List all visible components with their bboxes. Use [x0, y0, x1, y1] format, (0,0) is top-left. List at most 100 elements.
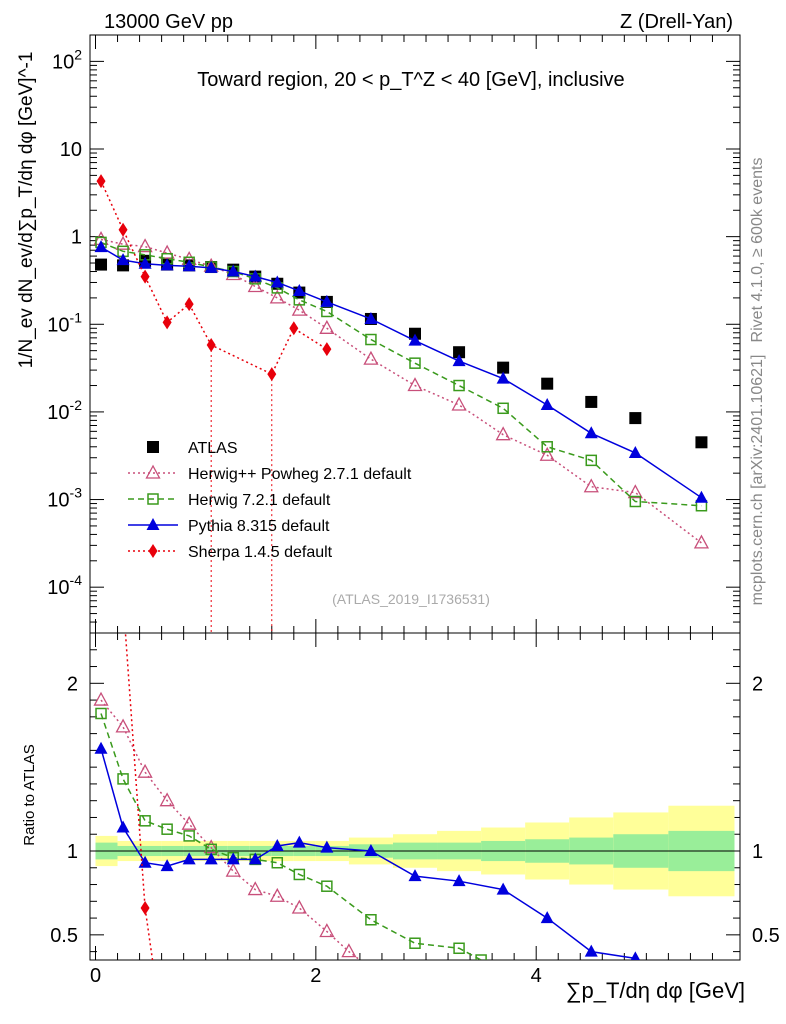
ratio-data-point: [453, 942, 465, 955]
legend-marker: [148, 544, 158, 558]
data-point: [269, 289, 285, 304]
ratio-data-point: [183, 830, 195, 842]
data-point: [96, 174, 106, 189]
main-y-tick-label: 10-1: [47, 309, 82, 336]
ratio-data-point: [365, 914, 377, 926]
data-point: [693, 534, 710, 549]
legend-entry: Herwig 7.2.1 default: [128, 492, 331, 509]
ratio-data-point: [140, 901, 150, 916]
header-energy-label: 13000 GeV pp: [104, 11, 233, 33]
main-y-tick-label: 102: [52, 46, 82, 73]
data-point: [160, 258, 174, 271]
ratio-data-point: [248, 852, 262, 865]
ratio-data-point: [115, 718, 131, 733]
legend-entry: ATLAS: [147, 440, 238, 457]
main-plot-layer: 10-4 10-3 10-2 10-1 1 10 102: [47, 34, 741, 634]
legend-label: Pythia 8.315 default: [188, 518, 330, 535]
ratio-y-tick-label-right: 1: [752, 841, 763, 863]
ratio-data-point: [364, 844, 378, 856]
ratio-data-point: [182, 852, 196, 865]
data-point: [407, 377, 423, 392]
ratio-axes: 0.5 0.5 1 1 2 2 0 2 4: [50, 632, 780, 987]
main-series-group: [93, 174, 710, 633]
ratio-data-point: [540, 911, 554, 924]
series-sherpa-1-4-5-default: [96, 174, 332, 382]
data-point: [184, 297, 194, 312]
data-point: [204, 260, 218, 273]
legend-label: Sherpa 1.4.5 default: [188, 544, 333, 561]
series-pythia-8-315-default: [94, 240, 708, 503]
data-point: [140, 269, 150, 284]
rivet-version-label: Rivet 4.1.0, ≥ 600k events: [749, 158, 766, 343]
data-point: [629, 412, 642, 425]
data-point: [694, 490, 708, 503]
main-y-tick-label: 10-2: [47, 397, 82, 424]
ratio-frame: [89, 632, 741, 961]
ratio-data-point: [292, 835, 306, 848]
legend-entry: Sherpa 1.4.5 default: [128, 544, 333, 561]
ratio-data-point: [321, 880, 333, 892]
ratio-series-sherpa-1-4-5-default: [119, 592, 161, 992]
ratio-data-point: [320, 840, 334, 853]
data-point: [584, 426, 598, 439]
ratio-data-point: [159, 792, 175, 807]
legend-entry: Herwig++ Powheg 2.7.1 default: [128, 464, 412, 483]
data-point: [292, 283, 306, 296]
main-y-tick-label: 10: [60, 139, 82, 161]
ratio-data-point: [271, 856, 284, 869]
x-tick-label: 4: [531, 965, 542, 987]
legend-label: Herwig 7.2.1 default: [188, 492, 331, 509]
data-point: [363, 350, 379, 365]
legend-marker: [147, 441, 159, 453]
series-line: [100, 180, 328, 376]
data-point: [365, 333, 377, 346]
data-point: [321, 305, 333, 318]
data-point: [453, 379, 465, 392]
data-point: [226, 264, 240, 277]
ratio-data-point: [160, 859, 174, 872]
ratio-y-tick-label-left: 2: [67, 673, 78, 695]
ratio-data-point: [269, 887, 285, 902]
data-point: [585, 395, 598, 408]
main-y-tick-label: 10-4: [47, 572, 82, 599]
main-y-tick-label: 1: [71, 227, 82, 249]
ratio-data-point: [452, 874, 466, 887]
legend-marker: [145, 464, 161, 479]
series-herwig-powheg-2-7-1-default: [93, 231, 710, 549]
x-axis-label: ∑p_T/dη dφ [GeV]: [566, 978, 745, 1003]
data-point: [451, 396, 467, 411]
ratio-band-group: [90, 805, 740, 897]
analysis-watermark: (ATLAS_2019_I1736531): [332, 591, 490, 607]
ratio-data-point: [161, 823, 173, 835]
data-point: [248, 269, 262, 282]
ratio-data-point: [152, 978, 161, 992]
ratio-data-point: [117, 773, 129, 785]
data-point: [695, 436, 708, 449]
ratio-data-point: [409, 937, 421, 949]
data-point: [540, 397, 554, 410]
data-point: [118, 222, 128, 237]
data-point: [115, 235, 131, 250]
ratio-y-tick-label-right: 0.5: [752, 925, 780, 947]
data-point: [629, 495, 642, 508]
series-atlas: [95, 254, 708, 449]
main-y-tick-label: 10-3: [47, 485, 82, 512]
data-point: [322, 342, 332, 357]
data-point: [182, 259, 196, 272]
data-point: [541, 441, 553, 453]
legend-label: Herwig++ Powheg 2.7.1 default: [188, 466, 412, 483]
ratio-data-point: [94, 741, 108, 754]
ratio-data-point: [226, 852, 240, 865]
ratio-data-point: [119, 592, 128, 606]
ratio-data-point: [291, 899, 307, 914]
ratio-data-point: [630, 951, 641, 960]
main-y-axis-label: 1/N_ev dN_ev/d∑p_T/dη dφ [GeV]^-1: [16, 52, 37, 369]
data-point: [94, 240, 108, 253]
ratio-series-line: [124, 633, 154, 960]
ratio-data-point: [116, 820, 130, 833]
ratio-series-group: [93, 592, 641, 992]
data-point: [320, 294, 334, 307]
data-point: [628, 445, 642, 458]
data-point: [247, 278, 263, 293]
